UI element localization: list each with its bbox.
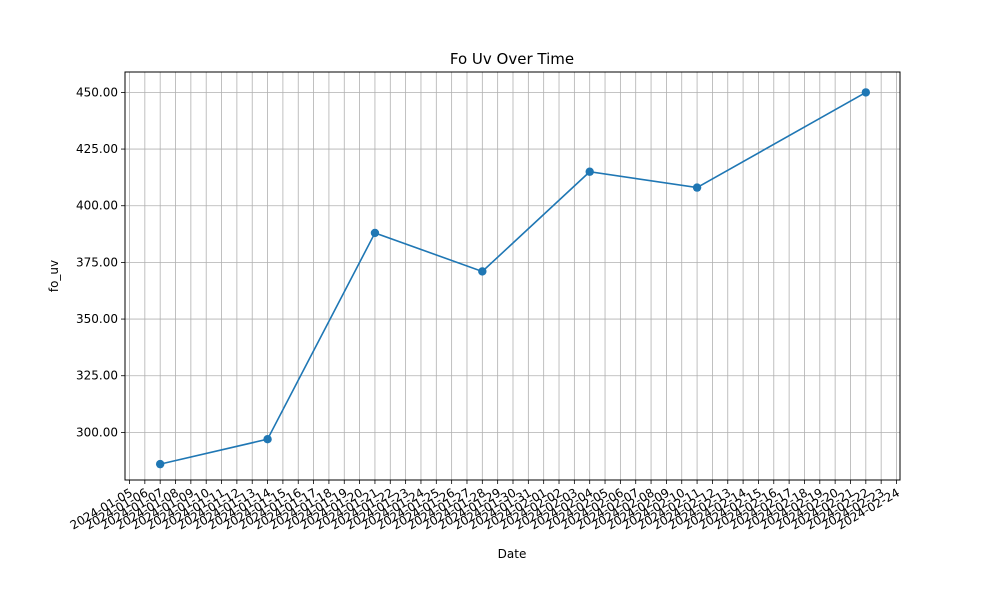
x-axis-label: Date (498, 547, 527, 561)
y-tick-label: 450.00 (76, 85, 118, 99)
data-point (585, 167, 594, 176)
series-layer (155, 88, 871, 469)
y-tick-label: 325.00 (76, 369, 118, 383)
data-point (370, 228, 380, 238)
grid-lines (125, 72, 900, 480)
y-tick-label: 400.00 (76, 199, 118, 213)
plot-frame (124, 71, 901, 481)
y-axis-label: fo_uv (47, 260, 61, 292)
data-point (478, 267, 487, 276)
x-axis: 2024-01-052024-01-062024-01-072024-01-08… (68, 480, 902, 532)
data-point (155, 459, 165, 469)
data-point (692, 183, 702, 192)
data-point (263, 435, 272, 444)
y-tick-label: 425.00 (76, 142, 118, 156)
y-tick-label: 375.00 (76, 255, 118, 269)
y-axis: 300.00 325.00 350.00 375.00 400.00 425.00 450.… (76, 85, 125, 439)
data-point (861, 88, 871, 97)
chart-title: Fo Uv Over Time (450, 50, 574, 68)
y-tick-label: 350.00 (76, 312, 118, 326)
y-tick-label: 300.00 (76, 425, 118, 439)
